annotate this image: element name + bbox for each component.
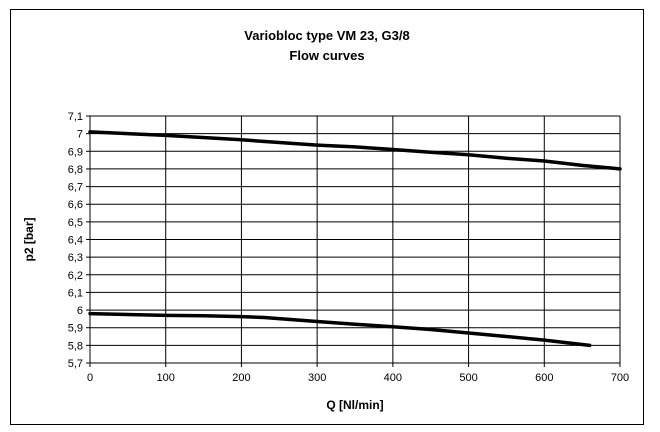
x-axis-title: Q [Nl/min]: [326, 398, 383, 412]
y-tick-label: 6,4: [68, 235, 83, 247]
y-tick-label: 6,7: [68, 182, 83, 194]
flow-curve-chart: 5,7 5,8 5,9 6 6,1 6,2 6,3 6,4 6,5 6,6 6,7 6,8 6,9 7 7,…: [22, 111, 629, 412]
y-tick-label: 7,1: [68, 111, 83, 123]
x-tick-label: 300: [308, 372, 326, 384]
chart-title-line-2: Flow curves: [289, 48, 365, 63]
chart-frame: Variobloc type VM 23, G3/8 Flow curves 5…: [10, 9, 644, 425]
x-tick-label: 100: [157, 372, 175, 384]
y-tick-label: 6,8: [68, 164, 83, 176]
y-tick-label: 6,6: [68, 199, 83, 211]
series-line-2: [88, 311, 592, 348]
chart-title-line-1: Variobloc type VM 23, G3/8: [244, 28, 410, 43]
x-tick-label: 600: [535, 372, 553, 384]
x-tick-label: 500: [459, 372, 477, 384]
y-tick-label: 6: [77, 305, 83, 317]
y-tick-label: 6,1: [68, 287, 83, 299]
y-tick-label: 5,7: [68, 358, 83, 370]
y-tick-label: 6,9: [68, 146, 83, 158]
x-tick-label: 200: [232, 372, 250, 384]
y-tick-label: 7: [77, 129, 83, 141]
y-tick-label: 5,9: [68, 323, 83, 335]
x-tick-label: 400: [384, 372, 402, 384]
y-axis-title: p2 [bar]: [22, 217, 36, 261]
y-tick-label: 6,5: [68, 217, 83, 229]
series-line-1: [88, 130, 622, 171]
x-tick-label: 700: [611, 372, 629, 384]
y-tick-label: 6,3: [68, 252, 83, 264]
y-tick-label: 5,8: [68, 340, 83, 352]
y-tick-label: 6,2: [68, 270, 83, 282]
x-tick-label: 0: [87, 372, 93, 384]
